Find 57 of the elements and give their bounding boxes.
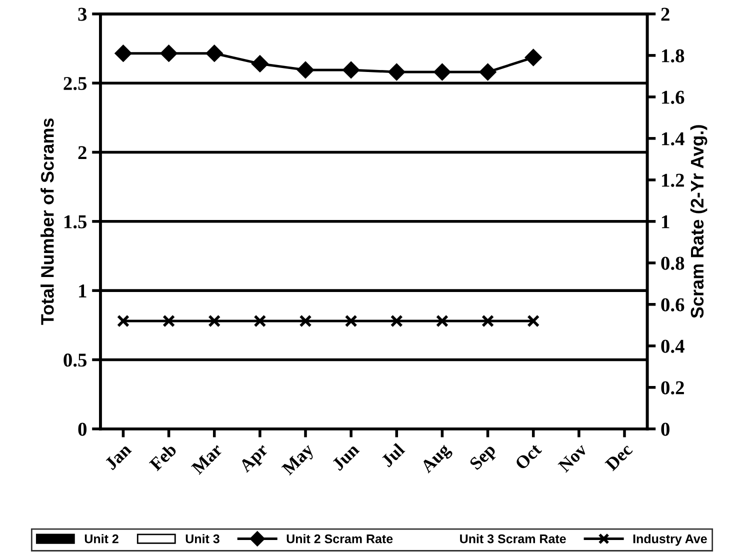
x-tick-label: Jul — [380, 442, 406, 468]
x-tick-label: May — [281, 442, 317, 478]
y-tick-label: 1.5 — [64, 215, 87, 228]
point — [388, 64, 405, 80]
point — [482, 314, 494, 328]
x-tick-label: Sep — [469, 443, 499, 473]
y-axis-title: Total Number of Scrams — [40, 118, 54, 325]
point — [342, 62, 360, 78]
y2-tick-label: 0.2 — [661, 381, 684, 394]
legend-label: Unit 2 — [84, 534, 118, 544]
y2-axis-title: Scram Rate (2-Yr Avg.) — [690, 125, 708, 318]
point — [206, 45, 223, 62]
y-tick-label: 0.5 — [64, 354, 87, 367]
legend-label: Industry Ave — [633, 534, 707, 546]
y-tick-label: 2 — [78, 146, 86, 159]
x-tick-label: Aug — [420, 442, 454, 476]
legend-label: Unit 3 — [186, 534, 220, 544]
y2-tick-label: 0.8 — [661, 256, 684, 270]
point — [162, 314, 176, 328]
point — [208, 314, 221, 328]
y2-tick-label: 1.8 — [662, 49, 684, 62]
y-tick-label: 2.5 — [64, 76, 87, 90]
y2-tick-label: 0.6 — [661, 298, 684, 312]
text: Unit 3 Scram Rate — [460, 534, 566, 544]
y2-tick-label: 0 — [661, 422, 670, 436]
y-tick-label: 3 — [78, 8, 87, 21]
point — [299, 314, 312, 328]
x-tick-label: Mar — [190, 442, 224, 475]
y2-tick-label: 2 — [661, 8, 670, 21]
x-tick-label: Jun — [332, 442, 360, 472]
x-tick-label: Jan — [104, 442, 132, 470]
point — [525, 49, 542, 66]
y2-tick-label: 1 — [662, 215, 670, 228]
point — [436, 314, 448, 328]
point — [480, 64, 496, 80]
x-tick-label: Dec — [604, 442, 634, 472]
point — [297, 62, 314, 78]
x-tick-label: Nov — [558, 442, 588, 473]
legend-label: Unit 2 Scram Rate — [286, 534, 393, 544]
y-tick-label: 1 — [79, 284, 86, 298]
point — [160, 45, 178, 62]
point — [114, 45, 132, 62]
point — [254, 314, 266, 328]
x-tick-label: Oct — [514, 442, 542, 470]
point — [344, 314, 358, 328]
x-tick-label: Apr — [238, 442, 272, 476]
y2-tick-label: 1.4 — [662, 132, 684, 146]
y-tick-label: 0 — [78, 422, 87, 436]
point — [252, 55, 268, 72]
point — [527, 314, 540, 328]
point — [116, 314, 130, 328]
y2-tick-label: 0.4 — [661, 340, 684, 353]
point — [390, 314, 403, 328]
point — [434, 64, 450, 80]
y2-tick-label: 1.2 — [662, 174, 684, 187]
x-tick-label: Feb — [148, 442, 178, 472]
y2-tick-label: 1.6 — [662, 90, 684, 104]
